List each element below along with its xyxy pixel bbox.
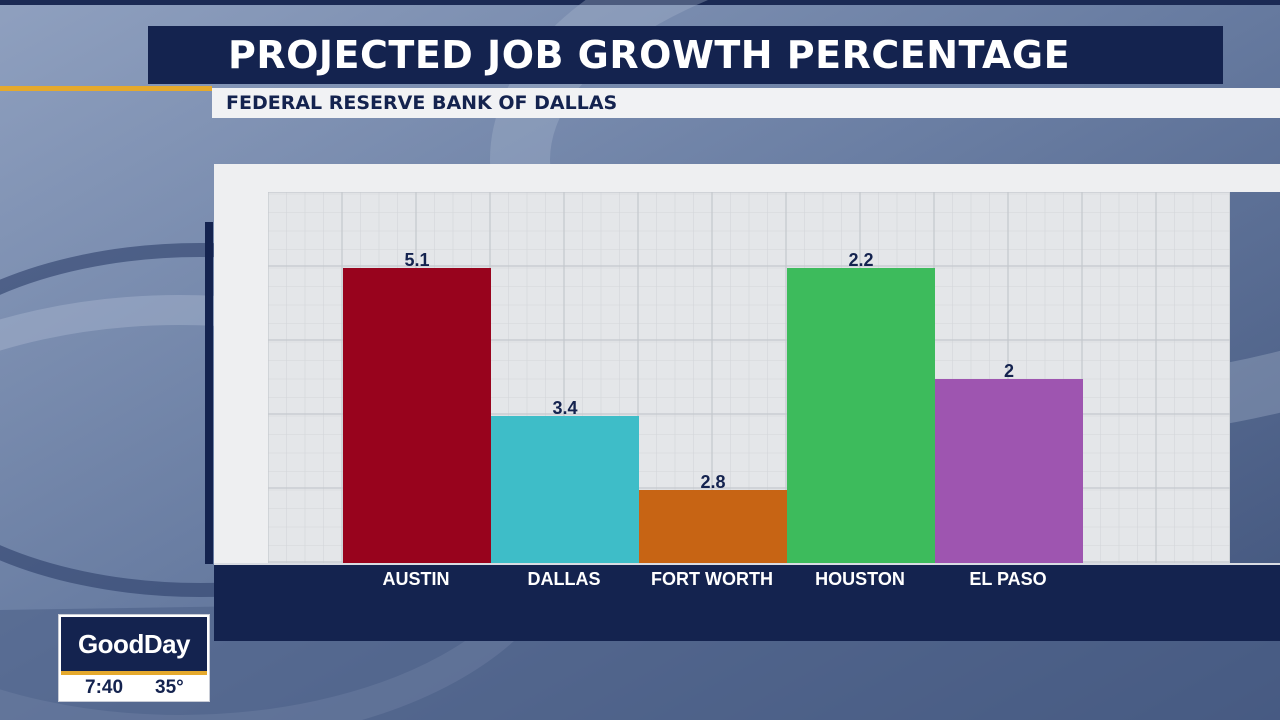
title-bar: PROJECTED JOB GROWTH PERCENTAGE [148,26,1223,84]
logo-banner: GoodDay [61,617,207,671]
logo-accent [61,671,207,675]
x-tick-label-fort-worth: FORT WORTH [651,569,773,589]
chart-panel-top [214,164,1280,192]
source-label: FEDERAL RESERVE BANK OF DALLAS [226,92,618,114]
chart-panel-left [214,192,268,564]
value-label-el-paso: 2 [1004,361,1014,381]
chart-value-labels: 5.1 3.4 2.8 2.2 2 [404,250,1014,492]
logo-text: GoodDay [77,629,191,659]
temperature: 35° [155,677,184,698]
value-label-dallas: 3.4 [552,398,577,418]
chart-left-accent [205,222,213,564]
bar-chart: 5.1 3.4 2.8 2.2 2 [268,192,1230,564]
bar-el-paso [935,379,1083,564]
x-tick-label-austin: AUSTIN [382,569,450,589]
bar-austin [343,268,491,564]
value-label-austin: 5.1 [404,250,429,270]
bar-houston [787,268,935,564]
x-tick-label-houston: HOUSTON [815,569,905,589]
bar-dallas [491,416,639,564]
x-tick-label-el-paso: EL PASO [969,569,1047,589]
station-logo: GoodDay 7:40 35° [58,614,210,702]
bar-fort-worth [639,490,787,564]
subtitle-bar: FEDERAL RESERVE BANK OF DALLAS [212,88,1280,118]
clock-time: 7:40 [85,677,124,698]
value-label-houston: 2.2 [848,250,873,270]
chart-bars [343,268,1083,564]
value-label-fort-worth: 2.8 [700,472,725,492]
chart-title: PROJECTED JOB GROWTH PERCENTAGE [228,33,1071,77]
x-axis-band: AUSTIN DALLAS FORT WORTH HOUSTON EL PASO [214,563,1280,641]
x-tick-label-dallas: DALLAS [527,569,601,589]
accent-line [0,86,212,91]
